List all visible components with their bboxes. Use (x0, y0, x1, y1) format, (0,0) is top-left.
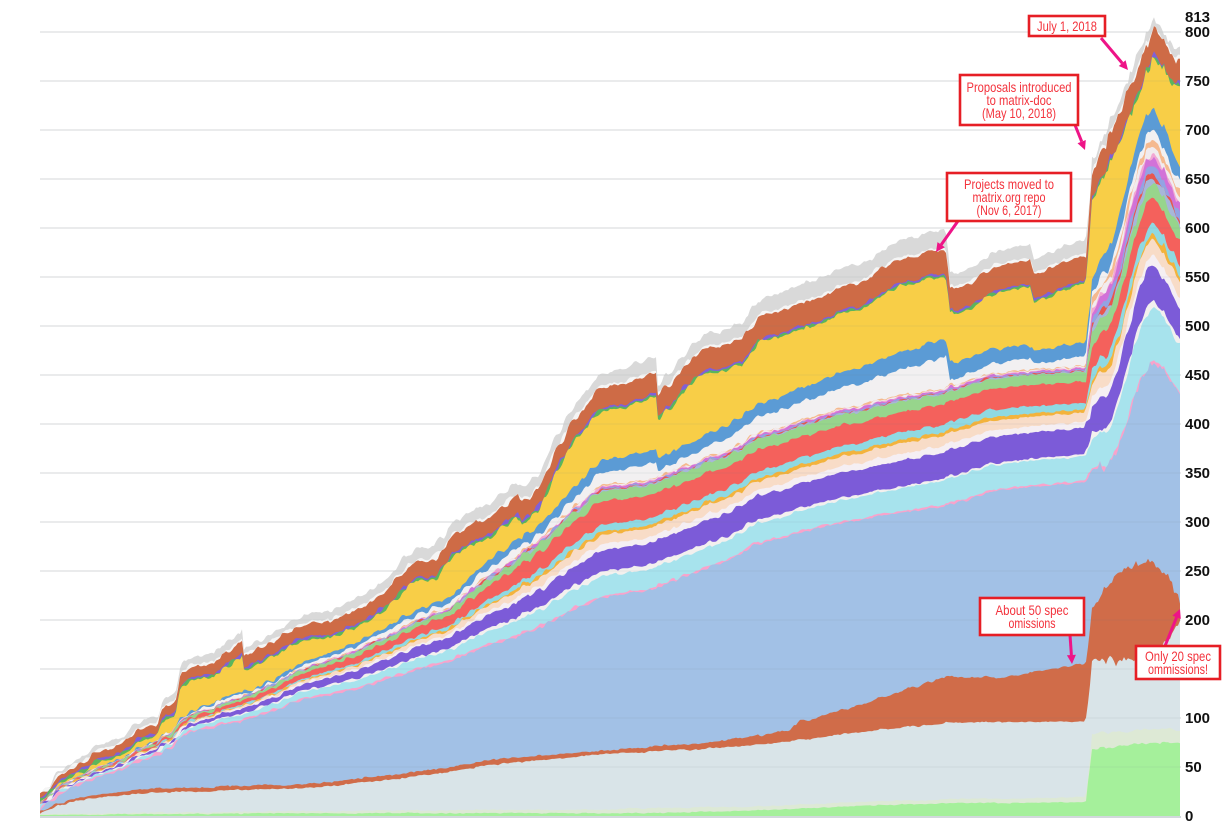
svg-text:500: 500 (1185, 318, 1210, 335)
svg-text:omissions: omissions (1009, 615, 1056, 631)
svg-text:About 50 spec: About 50 spec (996, 602, 1069, 618)
svg-text:800: 800 (1185, 24, 1210, 41)
svg-text:(May 10, 2018): (May 10, 2018) (982, 105, 1056, 121)
svg-text:July 1, 2018: July 1, 2018 (1037, 18, 1097, 34)
svg-text:Proposals introduced: Proposals introduced (967, 79, 1072, 95)
svg-text:250: 250 (1185, 563, 1210, 580)
svg-text:to matrix-doc: to matrix-doc (987, 92, 1052, 108)
svg-text:400: 400 (1185, 416, 1210, 433)
svg-text:450: 450 (1185, 367, 1210, 384)
svg-text:(Nov 6, 2017): (Nov 6, 2017) (977, 202, 1042, 218)
svg-text:300: 300 (1185, 514, 1210, 531)
svg-text:Projects moved to: Projects moved to (964, 176, 1054, 192)
svg-text:Only 20 spec: Only 20 spec (1145, 648, 1211, 664)
svg-text:600: 600 (1185, 220, 1210, 237)
svg-text:813: 813 (1185, 9, 1210, 26)
svg-text:200: 200 (1185, 612, 1210, 629)
svg-text:700: 700 (1185, 122, 1210, 139)
svg-text:0: 0 (1185, 808, 1193, 825)
svg-text:50: 50 (1185, 759, 1202, 776)
svg-text:100: 100 (1185, 710, 1210, 727)
svg-text:ommissions!: ommissions! (1148, 661, 1208, 677)
svg-text:matrix.org repo: matrix.org repo (973, 189, 1046, 205)
svg-text:550: 550 (1185, 269, 1210, 286)
svg-text:350: 350 (1185, 465, 1210, 482)
svg-text:750: 750 (1185, 73, 1210, 90)
svg-text:650: 650 (1185, 171, 1210, 188)
